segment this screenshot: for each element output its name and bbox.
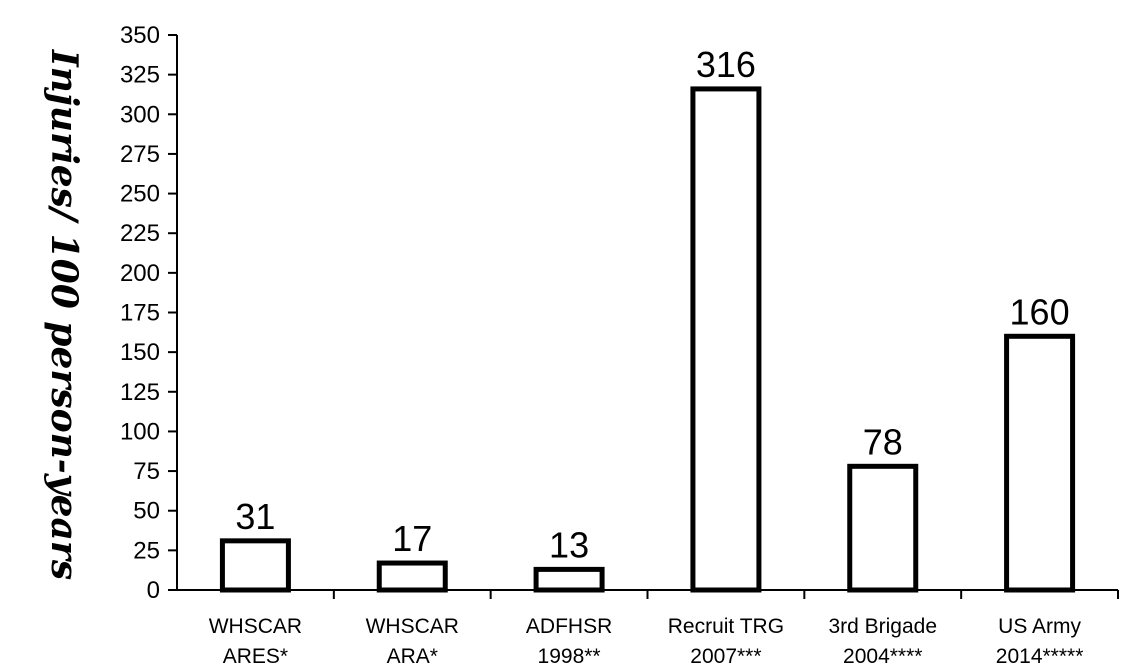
data-label: 160 [1010, 291, 1070, 332]
y-tick-label: 200 [120, 260, 160, 287]
x-category-label: 2007*** [690, 645, 761, 668]
bar [847, 463, 919, 593]
y-tick-label: 325 [120, 62, 160, 89]
y-axis-ticks: 0 25 50 75 100 125 150 175 200 225 250 275 300 325 350 [120, 22, 177, 604]
data-label: 17 [392, 518, 432, 559]
data-label: 316 [696, 44, 756, 85]
x-category-label: ARA* [387, 645, 438, 668]
x-category-label: WHSCAR [366, 615, 459, 638]
data-label: 78 [863, 421, 903, 462]
y-tick-label: 275 [120, 141, 160, 168]
y-tick-label: 150 [120, 339, 160, 366]
y-tick-label: 300 [120, 101, 160, 128]
x-category-label: 1998** [538, 645, 601, 668]
x-category-label: WHSCAR [209, 615, 302, 638]
y-tick-label: 0 [147, 577, 160, 604]
bar [533, 566, 605, 593]
y-tick-label: 350 [120, 22, 160, 49]
y-tick-label: 50 [133, 498, 160, 525]
x-category-label: Recruit TRG [668, 615, 784, 638]
bar [1004, 333, 1076, 593]
data-labels: 31 17 13 316 78 160 [235, 44, 1069, 565]
x-category-label: ARES* [223, 645, 288, 668]
bars [219, 86, 1076, 593]
x-category-label: 2004**** [843, 645, 922, 668]
y-tick-label: 100 [120, 418, 160, 445]
x-axis-labels: WHSCAR ARES* WHSCAR ARA* ADFHSR 1998** Recruit… [209, 615, 1084, 668]
bar [219, 538, 291, 593]
axes [176, 35, 1119, 599]
y-tick-label: 250 [120, 181, 160, 208]
y-tick-label: 175 [120, 300, 160, 327]
y-tick-label: 25 [133, 537, 160, 564]
y-tick-label: 75 [133, 458, 160, 485]
x-category-label: 2014***** [996, 645, 1084, 668]
x-category-label: US Army [998, 615, 1081, 638]
x-category-label: ADFHSR [526, 615, 612, 638]
y-axis-title: Injuries/ 100 person-years [43, 49, 85, 580]
bar [690, 86, 762, 593]
bar [376, 560, 448, 593]
y-tick-label: 125 [120, 379, 160, 406]
x-category-label: 3rd Brigade [828, 615, 937, 638]
data-label: 13 [549, 524, 589, 565]
y-tick-label: 225 [120, 220, 160, 247]
data-label: 31 [235, 496, 275, 537]
